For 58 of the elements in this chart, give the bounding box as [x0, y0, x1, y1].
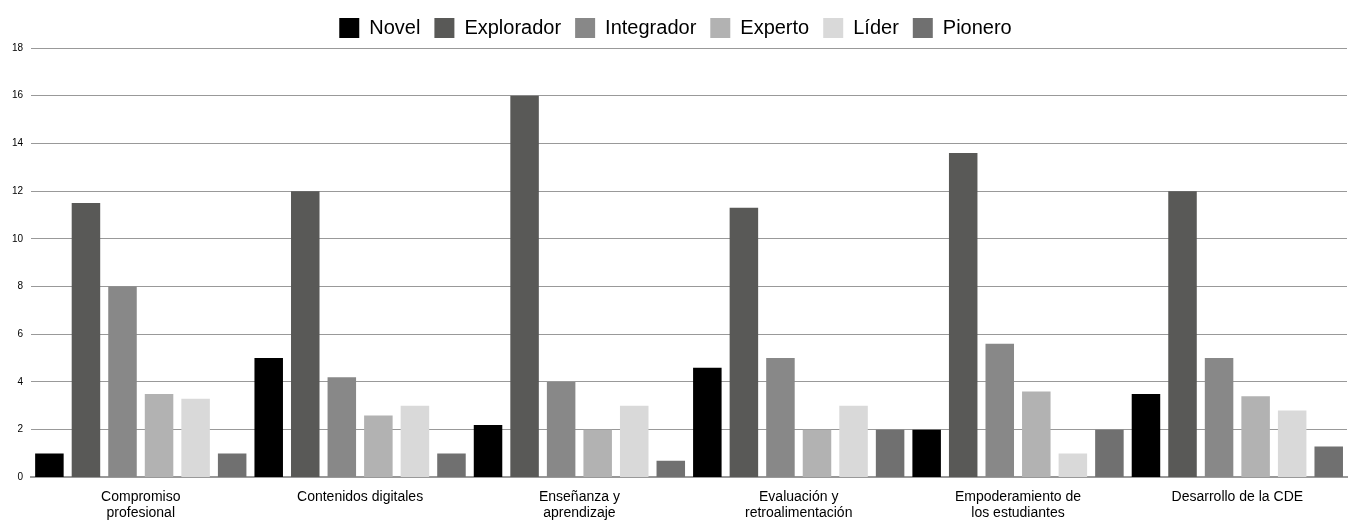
bar — [1241, 396, 1270, 477]
bar — [1204, 358, 1234, 477]
bar — [546, 381, 576, 477]
bar — [693, 367, 722, 477]
bar — [510, 95, 539, 477]
bar — [985, 343, 1015, 477]
bar — [583, 429, 612, 477]
bar — [1314, 446, 1343, 477]
bar — [108, 286, 137, 477]
y-tick-label: 16 — [12, 89, 24, 101]
bar — [1022, 391, 1051, 477]
bar — [35, 453, 64, 477]
legend-label: Líder — [853, 15, 900, 38]
y-tick-label: 8 — [17, 280, 24, 292]
bar — [839, 405, 868, 477]
bar — [144, 393, 174, 477]
bar — [1058, 453, 1088, 477]
bar — [71, 203, 101, 477]
legend-label: Novel — [369, 15, 421, 38]
y-tick-label: 2 — [17, 423, 24, 435]
bar — [912, 429, 941, 477]
x-tick-label: Enseñanza y aprendizaje — [538, 487, 620, 521]
y-tick-label: 0 — [17, 471, 24, 483]
bar — [802, 429, 832, 477]
y-tick-label: 12 — [12, 184, 24, 196]
x-tick-label: Empoderamiento de los estudiantes — [954, 487, 1082, 521]
y-tick-label: 6 — [17, 328, 24, 340]
bar — [217, 453, 247, 477]
bar — [619, 405, 649, 477]
x-tick-label: Compromiso profesional — [101, 487, 181, 521]
bar — [875, 429, 905, 477]
bar — [1095, 429, 1124, 477]
y-tick-label: 18 — [12, 41, 24, 53]
bar — [766, 358, 795, 477]
legend-label: Pionero — [942, 15, 1012, 38]
bar — [656, 460, 686, 477]
bar — [254, 358, 283, 477]
y-tick-label: 14 — [12, 137, 24, 149]
bar — [400, 405, 430, 477]
bar — [364, 415, 393, 477]
x-tick-label: Desarrollo de la CDE — [1171, 487, 1304, 504]
y-tick-label: 4 — [17, 375, 24, 387]
bar — [181, 398, 210, 477]
bar — [1168, 191, 1197, 477]
bar — [291, 191, 320, 477]
bar — [327, 377, 357, 477]
y-tick-label: 10 — [12, 232, 24, 244]
bar — [1131, 393, 1161, 477]
bar — [729, 207, 759, 477]
x-tick-label: Evaluación y retroalimentación — [745, 487, 853, 521]
legend-label: Explorador — [464, 15, 562, 38]
bar — [437, 453, 466, 477]
legend-label: Integrador — [605, 15, 697, 38]
x-tick-label: Contenidos digitales — [297, 487, 424, 504]
bar — [473, 424, 503, 477]
bar — [948, 152, 978, 477]
legend-label: Experto — [740, 15, 810, 38]
bar — [1277, 410, 1307, 477]
